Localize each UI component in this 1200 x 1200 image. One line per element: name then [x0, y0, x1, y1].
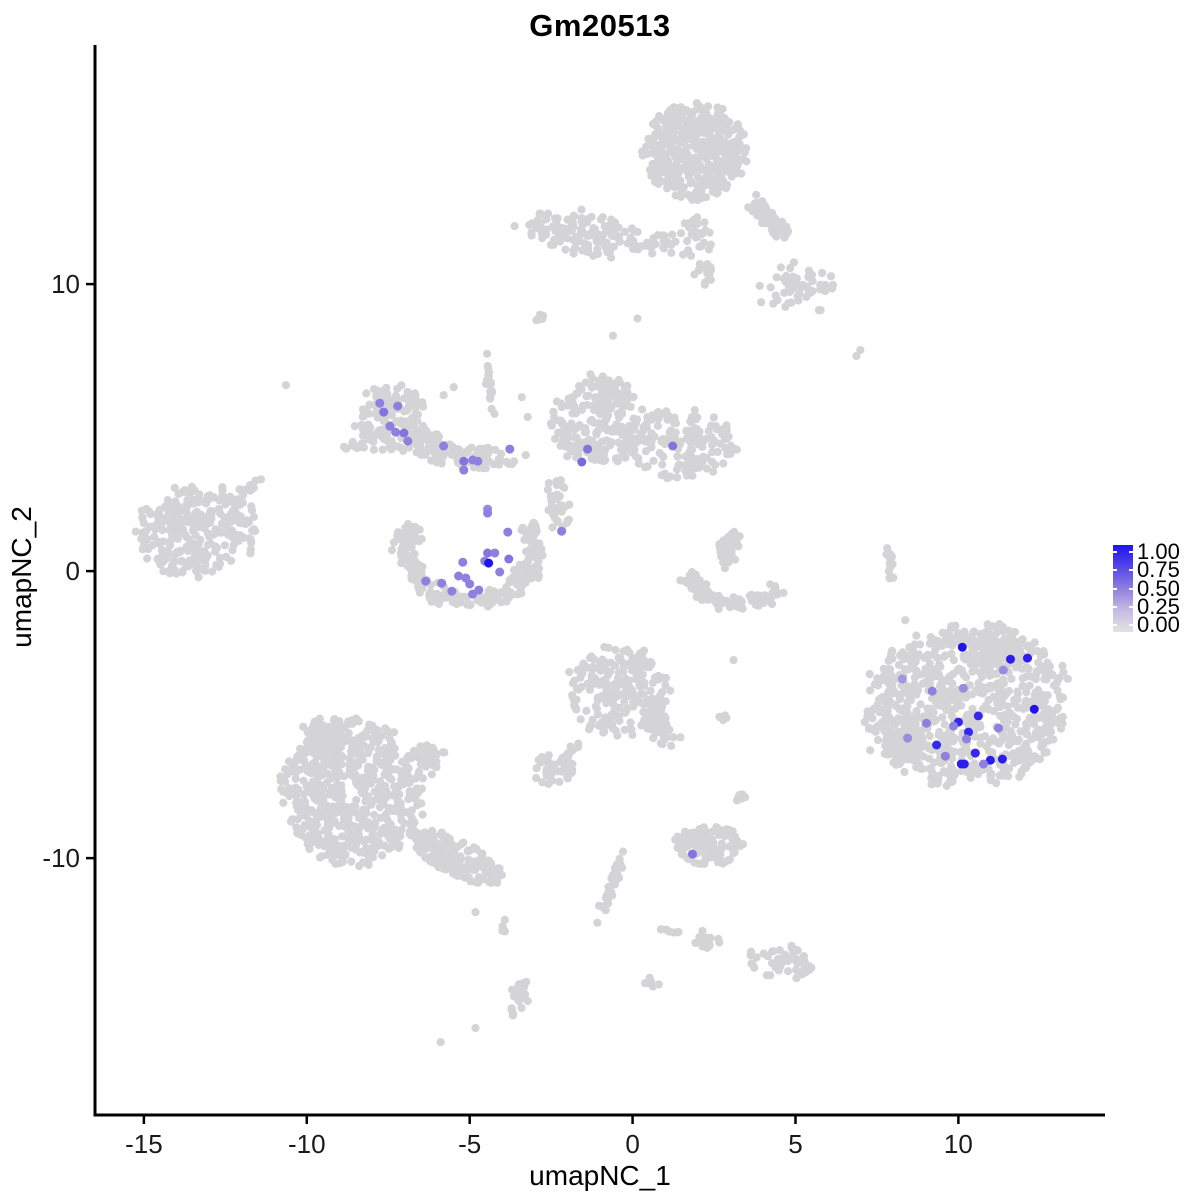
- expressing-cell: [1023, 653, 1032, 663]
- legend-tick-mark: [1129, 569, 1133, 572]
- expressing-cell: [959, 759, 969, 769]
- expressing-cell: [897, 674, 907, 684]
- expressing-cell: [399, 428, 409, 438]
- expressing-cell: [437, 578, 447, 588]
- x-tick-label: -5: [458, 1129, 481, 1159]
- legend-tick-label: 0.00: [1137, 612, 1180, 637]
- expressing-cell: [483, 508, 493, 518]
- legend-tick-mark: [1113, 624, 1117, 626]
- expressing-cell: [932, 740, 942, 750]
- x-tick-label: -15: [125, 1129, 163, 1159]
- expressing-cell: [495, 567, 505, 577]
- expressing-cell: [504, 554, 514, 564]
- expressing-cell: [484, 558, 494, 568]
- expressing-cell: [958, 683, 968, 693]
- expressing-cell: [1029, 704, 1039, 714]
- expressing-cell: [949, 721, 958, 731]
- expressing-cell: [922, 718, 931, 728]
- y-tick-label: 10: [51, 269, 80, 299]
- expressing-cell: [379, 407, 389, 417]
- legend-gradient-bar: [1113, 545, 1133, 632]
- expressing-cell: [473, 456, 483, 466]
- expressing-cell: [979, 759, 988, 769]
- expressing-cell: [505, 444, 515, 454]
- expressing-cell: [458, 557, 468, 567]
- expressing-cell: [903, 733, 913, 743]
- expressing-cell: [1006, 654, 1015, 664]
- expressing-cell: [385, 421, 395, 431]
- expressing-cell: [973, 711, 983, 721]
- expressing-cell: [403, 436, 413, 446]
- expressing-cell: [577, 457, 587, 467]
- expressing-cell: [447, 586, 457, 596]
- expressing-cell: [583, 444, 593, 454]
- expressing-cell: [997, 754, 1007, 764]
- expressing-cell: [688, 849, 697, 859]
- expressing-cell: [994, 723, 1003, 733]
- expressing-cell: [998, 665, 1008, 675]
- legend-tick-label: 0.25: [1137, 593, 1180, 619]
- expressing-cell: [940, 751, 950, 761]
- legend-tick-mark: [1113, 587, 1117, 590]
- expressing-cell: [468, 589, 478, 599]
- legend-tick-mark: [1129, 624, 1133, 626]
- expressing-cell: [970, 748, 980, 758]
- legend-tick-mark: [1113, 605, 1117, 608]
- expressing-cell: [503, 527, 513, 537]
- axes-layer: -15 -10 -5 0 5 10 10 0 -10: [42, 45, 1105, 1159]
- expressing-cell: [557, 526, 567, 536]
- legend-tick-label: 0.50: [1137, 575, 1180, 601]
- expressing-cell: [454, 571, 464, 581]
- expressing-cell: [439, 441, 449, 451]
- expressing-cell: [391, 427, 401, 437]
- expressing-cell: [985, 755, 995, 765]
- legend-tick-mark: [1113, 569, 1117, 572]
- expressing-cell: [393, 401, 403, 411]
- x-axis-label: umapNC_1: [529, 1160, 671, 1191]
- legend-tick-label: 1.00: [1137, 539, 1180, 564]
- background-points-layer: [131, 99, 1072, 1047]
- expressing-cell: [964, 727, 973, 737]
- x-tick-label: 5: [788, 1129, 802, 1159]
- expressing-cell: [465, 579, 475, 589]
- legend-tick-mark: [1113, 551, 1117, 553]
- expressing-points-layer: [375, 398, 1039, 859]
- x-tick-label: 0: [625, 1129, 639, 1159]
- x-tick-label: 10: [944, 1129, 973, 1159]
- expressing-cell: [962, 734, 971, 744]
- plot-title: Gm20513: [529, 8, 671, 43]
- y-tick-label: 0: [66, 556, 80, 586]
- expressing-cell: [459, 456, 469, 466]
- expressing-cell: [375, 398, 385, 408]
- expressing-cell: [957, 642, 967, 652]
- expressing-cell: [668, 441, 678, 451]
- expressing-cell: [483, 548, 493, 558]
- expressing-cell: [927, 686, 937, 696]
- legend-tick-mark: [1129, 551, 1133, 553]
- x-tick-label: -10: [288, 1129, 326, 1159]
- legend-tick-mark: [1129, 605, 1133, 608]
- legend-tick-label: 0.75: [1137, 557, 1180, 583]
- expressing-cell: [459, 465, 469, 475]
- legend-tick-mark: [1129, 587, 1133, 590]
- expressing-cell: [421, 576, 431, 586]
- y-axis-label: umapNC_2: [6, 506, 37, 648]
- y-tick-label: -10: [42, 843, 80, 873]
- expressing-cell: [490, 548, 500, 558]
